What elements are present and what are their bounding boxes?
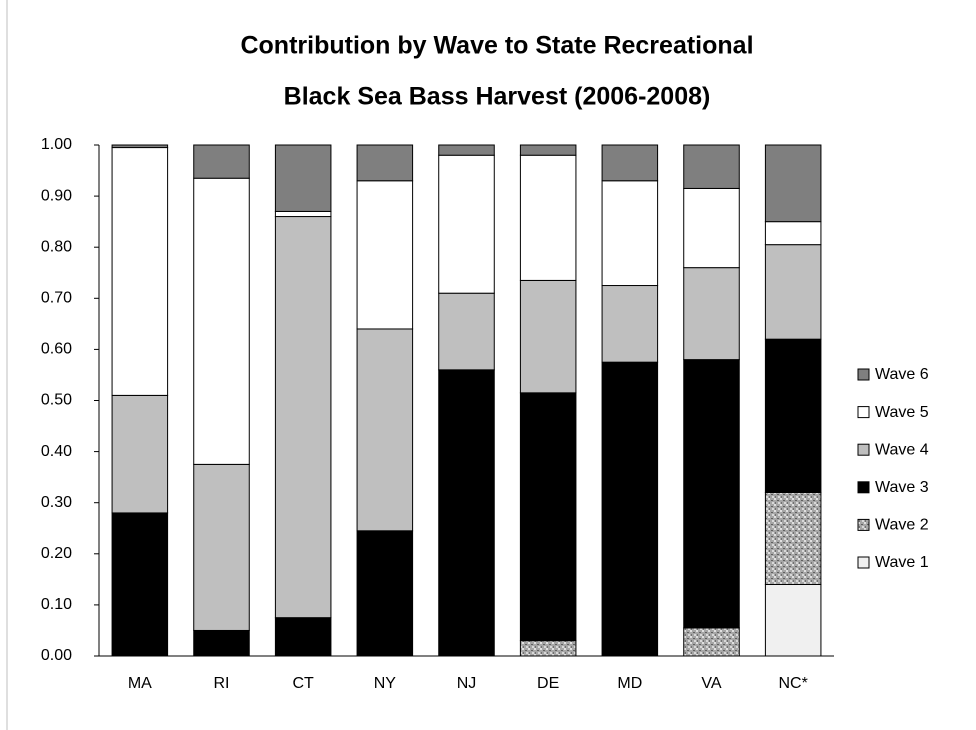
legend-swatch: [857, 443, 870, 456]
bar-segment: [764, 244, 822, 340]
bar-segment: [764, 221, 822, 246]
bar-segment: [274, 216, 332, 619]
bar-segment: [683, 144, 740, 189]
y-tick-label: 0.70: [41, 290, 72, 307]
legend-swatch: [857, 406, 870, 419]
legend-label: Wave 3: [875, 479, 929, 496]
bar-segment: [274, 144, 332, 212]
legend-swatch: [857, 556, 870, 569]
bar-segment: [683, 359, 740, 629]
bar-segment: [601, 361, 659, 657]
legend-label: Wave 1: [875, 554, 929, 571]
legend-swatch: [857, 368, 870, 381]
legend-label: Wave 6: [875, 366, 929, 383]
x-tick-label: MD: [617, 675, 642, 692]
bar-segment: [601, 144, 659, 182]
bar-segment: [764, 583, 822, 657]
bar-segment: [111, 144, 169, 149]
x-tick-label: MA: [128, 675, 152, 692]
bar-segment: [683, 267, 740, 361]
x-tick-label: NJ: [457, 675, 477, 692]
bar-segment: [356, 180, 414, 330]
bar-segment: [193, 463, 250, 631]
bar-segment: [519, 279, 577, 394]
y-tick-label: 0.10: [41, 596, 72, 613]
x-tick-label: NC*: [778, 675, 807, 692]
y-tick-label: 0.30: [41, 494, 72, 511]
x-tick-label: RI: [214, 675, 230, 692]
legend-swatch: [857, 518, 870, 531]
chart-title: Contribution by Wave to State Recreation…: [240, 32, 753, 60]
legend-label: Wave 2: [875, 517, 929, 534]
bar-segment: [438, 369, 495, 657]
bar-segment: [356, 530, 414, 657]
bar-segment: [519, 154, 577, 281]
x-tick-label: CT: [293, 675, 315, 692]
y-tick-label: 1.00: [41, 136, 72, 153]
bar-segment: [519, 640, 577, 657]
bar-segment: [356, 144, 414, 182]
bar-segment: [519, 144, 577, 156]
y-tick-label: 0.00: [41, 647, 72, 664]
x-tick-label: VA: [701, 675, 721, 692]
bar-segment: [274, 617, 332, 657]
legend-label: Wave 5: [875, 404, 929, 421]
bar-segment: [438, 144, 495, 156]
bar-segment: [111, 394, 169, 514]
bar-segment: [438, 292, 495, 371]
bar-segment: [683, 187, 740, 269]
bar-segment: [601, 285, 659, 363]
bar-segment: [764, 491, 822, 585]
bar-segment: [764, 144, 822, 223]
legend-label: Wave 4: [875, 441, 929, 458]
bar-segment: [764, 338, 822, 493]
y-tick-label: 0.40: [41, 443, 72, 460]
x-tick-label: NY: [374, 675, 397, 692]
bar-segment: [193, 629, 250, 657]
chart-title: Black Sea Bass Harvest (2006-2008): [284, 83, 711, 111]
bar-segment: [438, 154, 495, 294]
bar-segment: [356, 328, 414, 532]
bar-segment: [274, 210, 332, 218]
x-tick-label: DE: [537, 675, 559, 692]
legend-swatch: [857, 481, 870, 494]
bar-segment: [193, 144, 250, 179]
bar-segment: [111, 147, 169, 396]
bar-segment: [601, 180, 659, 287]
bar-segment: [111, 512, 169, 657]
bar-segment: [519, 392, 577, 642]
y-tick-label: 0.50: [41, 392, 72, 409]
bar-segment: [193, 177, 250, 465]
y-tick-label: 0.20: [41, 545, 72, 562]
y-tick-label: 0.90: [41, 187, 72, 204]
y-tick-label: 0.80: [41, 238, 72, 255]
y-tick-label: 0.60: [41, 341, 72, 358]
bar-segment: [683, 627, 740, 657]
